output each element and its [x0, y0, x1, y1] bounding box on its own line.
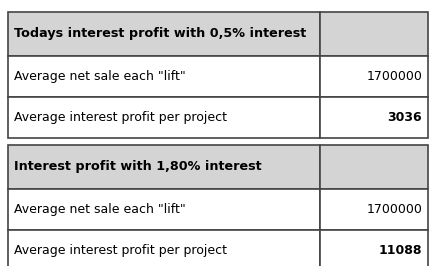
- Bar: [8, 189, 320, 230]
- Bar: [8, 12, 320, 56]
- Bar: [8, 97, 320, 138]
- Bar: [320, 145, 428, 189]
- Bar: [320, 230, 428, 266]
- Text: Todays interest profit with 0,5% interest: Todays interest profit with 0,5% interes…: [14, 27, 306, 40]
- Bar: [320, 56, 428, 97]
- Bar: [320, 97, 428, 138]
- Text: Average interest profit per project: Average interest profit per project: [14, 244, 227, 257]
- Text: Average net sale each "lift": Average net sale each "lift": [14, 203, 186, 216]
- Bar: [320, 12, 428, 56]
- Bar: [8, 230, 320, 266]
- Text: 3036: 3036: [388, 111, 422, 124]
- Text: 1700000: 1700000: [366, 70, 422, 83]
- Text: Interest profit with 1,80% interest: Interest profit with 1,80% interest: [14, 160, 262, 173]
- Bar: [8, 145, 320, 189]
- Bar: [320, 189, 428, 230]
- Text: Average net sale each "lift": Average net sale each "lift": [14, 70, 186, 83]
- Text: Average interest profit per project: Average interest profit per project: [14, 111, 227, 124]
- Text: 11088: 11088: [378, 244, 422, 257]
- Bar: [8, 56, 320, 97]
- Text: 1700000: 1700000: [366, 203, 422, 216]
